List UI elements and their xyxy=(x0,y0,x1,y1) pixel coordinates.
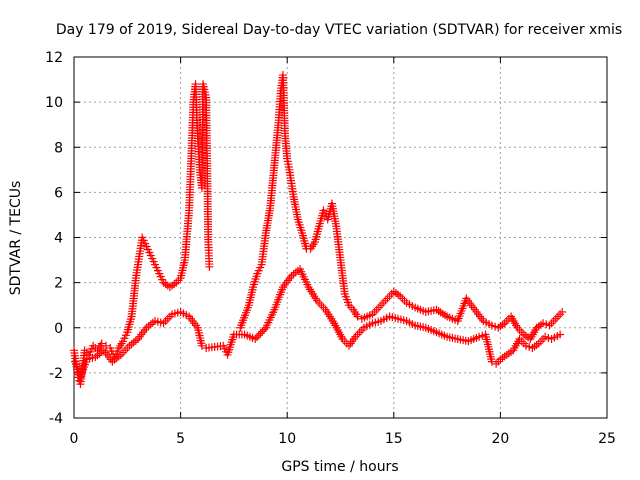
x-tick-label: 5 xyxy=(176,431,185,447)
data-point xyxy=(260,325,269,334)
y-tick-label: 8 xyxy=(54,140,63,156)
chart-title: Day 179 of 2019, Sidereal Day-to-day VTE… xyxy=(56,22,622,38)
data-point xyxy=(251,335,260,344)
y-tick-label: 4 xyxy=(54,231,63,247)
y-tick-label: 12 xyxy=(45,50,63,66)
y-tick-label: 10 xyxy=(45,95,63,111)
data-point xyxy=(101,341,110,350)
data-point xyxy=(258,327,267,336)
axis-tick-labels: 0 5 10 15 20 25 -4 -2 0 2 4 6 8 10 12 xyxy=(45,50,616,447)
data-point xyxy=(197,341,206,350)
series-points xyxy=(70,71,567,389)
y-tick-label: 2 xyxy=(54,276,63,292)
x-tick-label: 15 xyxy=(385,431,403,447)
data-point xyxy=(254,331,263,340)
y-tick-label: 6 xyxy=(54,185,63,201)
data-point xyxy=(252,333,261,342)
grid-lines xyxy=(74,57,607,418)
y-tick-label: 0 xyxy=(54,321,63,337)
x-axis-label: GPS time / hours xyxy=(281,459,398,475)
y-tick-label: -2 xyxy=(49,366,63,382)
x-tick-label: 25 xyxy=(598,431,616,447)
data-points xyxy=(70,71,567,389)
data-point xyxy=(556,330,565,339)
y-axis-label: SDTVAR / TECUs xyxy=(8,181,24,296)
data-point xyxy=(558,307,567,316)
series-points xyxy=(71,265,565,382)
data-point xyxy=(353,312,362,321)
x-tick-label: 20 xyxy=(491,431,509,447)
y-tick-label: -4 xyxy=(49,411,63,427)
data-point xyxy=(256,329,265,338)
data-point xyxy=(97,339,106,348)
data-point xyxy=(205,262,214,271)
axis-ticks xyxy=(73,56,608,419)
x-tick-label: 0 xyxy=(70,431,79,447)
x-tick-label: 10 xyxy=(278,431,296,447)
